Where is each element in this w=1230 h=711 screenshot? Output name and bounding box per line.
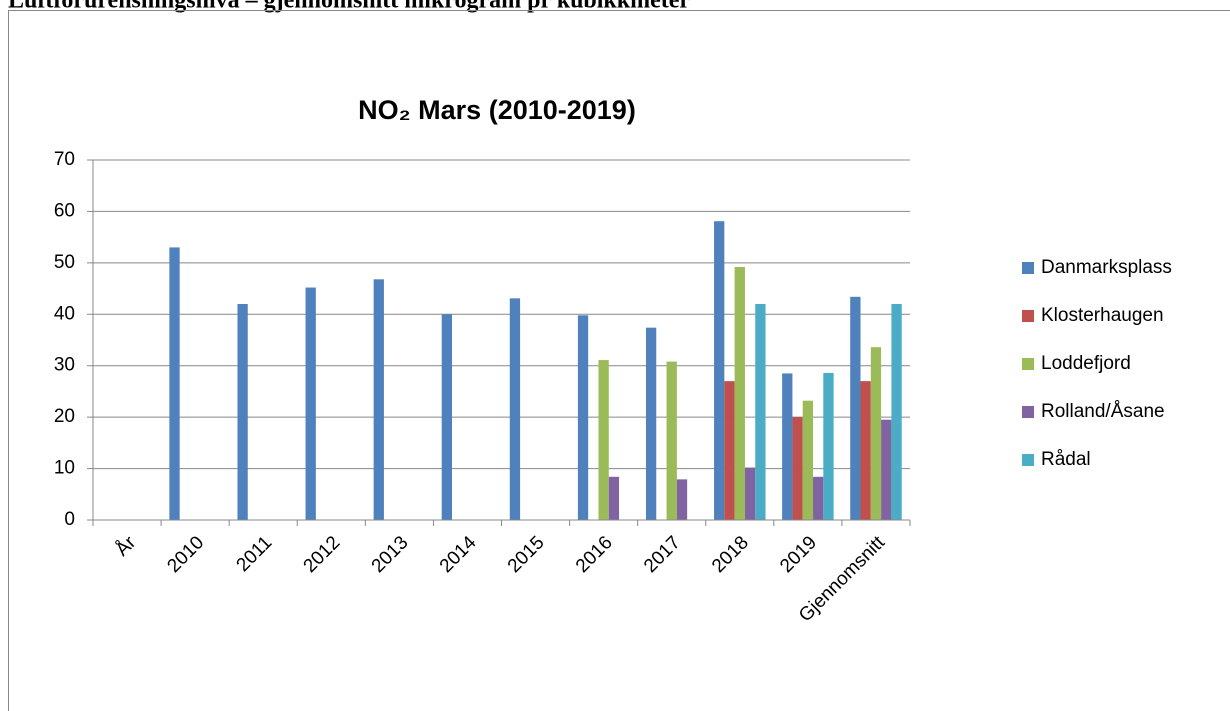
bar — [850, 296, 861, 520]
y-tick-label: 40 — [54, 303, 75, 324]
bar — [598, 360, 609, 520]
bar — [305, 287, 316, 520]
legend-label: Rolland/Åsane — [1041, 401, 1165, 422]
bar — [802, 400, 814, 520]
bar — [577, 315, 589, 520]
x-tick-label: 2019 — [776, 532, 821, 577]
y-tick-label: 30 — [54, 355, 75, 376]
legend-label: Rådal — [1041, 449, 1091, 470]
x-tick-label: 2018 — [708, 532, 753, 577]
bar — [860, 381, 871, 520]
bar — [373, 279, 384, 520]
bar — [792, 417, 803, 520]
y-tick-label: 10 — [54, 458, 75, 479]
bar — [645, 327, 657, 520]
y-tick-label: 20 — [54, 406, 75, 427]
bar — [509, 298, 521, 520]
x-tick-label: 2016 — [572, 532, 617, 577]
bar — [891, 304, 902, 520]
bar — [169, 247, 180, 520]
heading: Luftforurensningsnivå – gjennomsnitt mik… — [8, 0, 690, 14]
legend-swatch — [1022, 358, 1034, 370]
bar — [881, 419, 892, 520]
y-tick-label: 60 — [54, 200, 75, 221]
x-tick-label: 2010 — [163, 532, 208, 577]
legend-swatch — [1022, 406, 1034, 418]
bar — [237, 304, 248, 520]
y-tick-label: 0 — [64, 509, 75, 530]
bar — [870, 347, 882, 520]
x-tick-label: 2012 — [300, 532, 345, 577]
legend-label: Klosterhaugen — [1041, 305, 1164, 326]
legend-label: Loddefjord — [1041, 353, 1131, 374]
bar — [676, 479, 688, 520]
bar — [744, 467, 756, 520]
x-tick-label: 2017 — [640, 532, 685, 577]
legend-swatch — [1022, 310, 1034, 322]
bar — [823, 372, 834, 520]
x-tick-label: 2015 — [504, 532, 549, 577]
bar — [782, 373, 793, 520]
x-tick-label: År — [112, 532, 141, 561]
x-tick-label: 2014 — [436, 532, 481, 577]
bar — [441, 314, 453, 520]
x-tick-label: 2011 — [233, 532, 277, 576]
bar — [724, 381, 735, 520]
x-tick-label: 2013 — [368, 532, 413, 577]
y-tick-label: 50 — [54, 252, 75, 273]
legend-swatch — [1022, 262, 1034, 274]
legend-label: Danmarksplass — [1041, 257, 1172, 278]
bar — [666, 361, 677, 520]
chart-title: NO₂ Mars (2010-2019) — [358, 95, 636, 125]
bar — [734, 266, 745, 520]
bar — [608, 476, 620, 520]
legend-swatch — [1022, 454, 1034, 466]
bar — [813, 476, 824, 520]
bar — [755, 304, 766, 520]
chart-frame — [8, 10, 1230, 711]
y-tick-label: 70 — [54, 149, 75, 170]
bar — [714, 221, 725, 520]
